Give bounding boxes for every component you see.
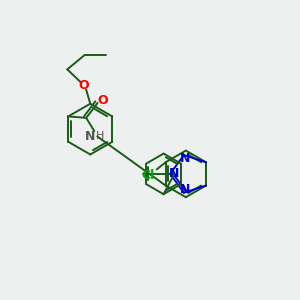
- Text: H: H: [96, 131, 104, 141]
- Text: N: N: [180, 152, 190, 165]
- Text: N: N: [85, 130, 96, 143]
- Text: Cl: Cl: [141, 169, 154, 182]
- Text: N: N: [169, 167, 179, 180]
- Text: O: O: [97, 94, 108, 107]
- Text: O: O: [78, 79, 89, 92]
- Text: N: N: [180, 183, 190, 196]
